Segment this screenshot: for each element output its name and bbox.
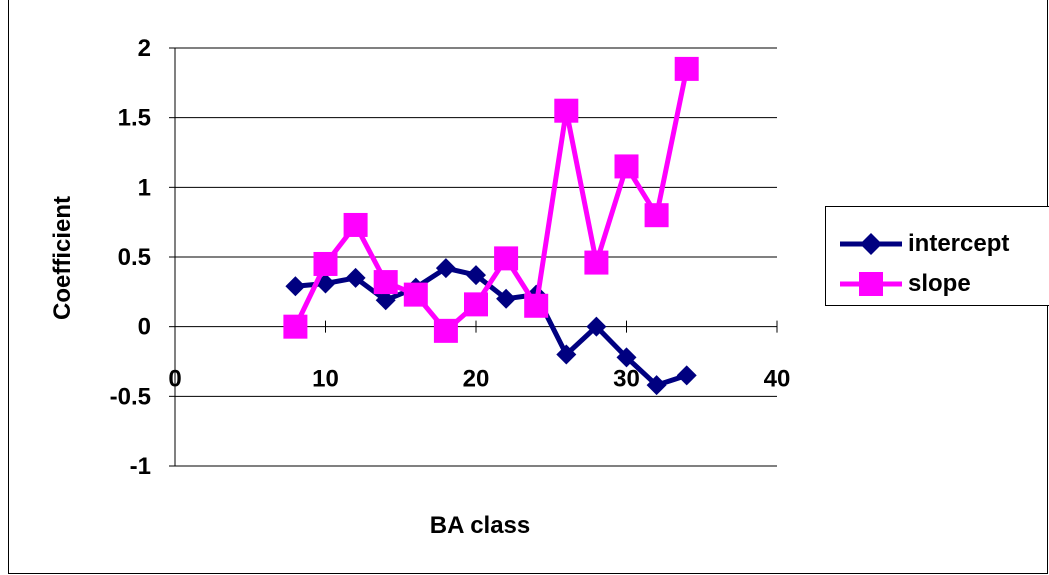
legend-swatch-intercept: [840, 233, 902, 255]
slope-point: [464, 292, 488, 317]
slope-point: [494, 246, 519, 271]
intercept-point: [676, 365, 697, 386]
slope-point: [283, 314, 308, 339]
intercept-point: [285, 276, 306, 297]
y-tick-label: 1: [138, 174, 151, 201]
series-intercept: [285, 258, 697, 396]
intercept-point: [496, 288, 517, 309]
y-axis-label: Coefficient: [49, 196, 76, 320]
x-tick-label: 10: [312, 366, 339, 393]
slope-point: [554, 98, 579, 123]
intercept-point: [616, 347, 637, 368]
intercept-point: [586, 316, 607, 337]
intercept-point: [375, 290, 396, 311]
slope-point: [584, 250, 609, 275]
tick-labels: 2 1.5 1 0.5 0 -0.5 -1 0 10 20 30 40: [110, 35, 791, 480]
axes: [169, 47, 778, 467]
intercept-point: [466, 265, 486, 286]
legend-item-intercept: intercept: [826, 229, 1049, 259]
slope-point: [644, 203, 669, 228]
intercept-point: [345, 267, 366, 288]
x-tick-label: 20: [463, 366, 490, 393]
slope-point: [674, 56, 699, 81]
x-tick-label: 0: [168, 366, 181, 393]
legend-label-intercept: intercept: [908, 230, 1010, 257]
y-tick-label: -0.5: [110, 383, 151, 410]
y-tick-label: 0.5: [118, 244, 151, 271]
intercept-point: [646, 375, 667, 396]
legend-label-slope: slope: [908, 270, 971, 297]
legend-swatch-slope: [840, 272, 902, 296]
series-layer: [283, 56, 699, 396]
y-tick-label: -1: [130, 453, 151, 480]
slope-line: [293, 68, 690, 335]
gridlines: [175, 47, 777, 467]
x-tick-label: 30: [613, 366, 640, 393]
intercept-point: [435, 258, 456, 279]
legend-item-slope: slope: [826, 269, 1049, 299]
x-tick-label: 40: [764, 366, 791, 393]
y-tick-label: 0: [138, 314, 151, 341]
series-slope: [283, 56, 699, 343]
slope-point: [313, 251, 338, 276]
slope-point: [343, 212, 368, 237]
slope-point: [373, 270, 398, 295]
slope-point: [614, 154, 639, 179]
x-axis-label: BA class: [430, 512, 531, 539]
intercept-point: [556, 344, 577, 365]
y-tick-label: 2: [138, 35, 151, 62]
slope-point: [433, 318, 458, 343]
y-tick-label: 1.5: [118, 105, 151, 132]
slope-point: [403, 282, 428, 307]
slope-point: [524, 293, 549, 318]
legend: intercept slope: [825, 206, 1049, 306]
